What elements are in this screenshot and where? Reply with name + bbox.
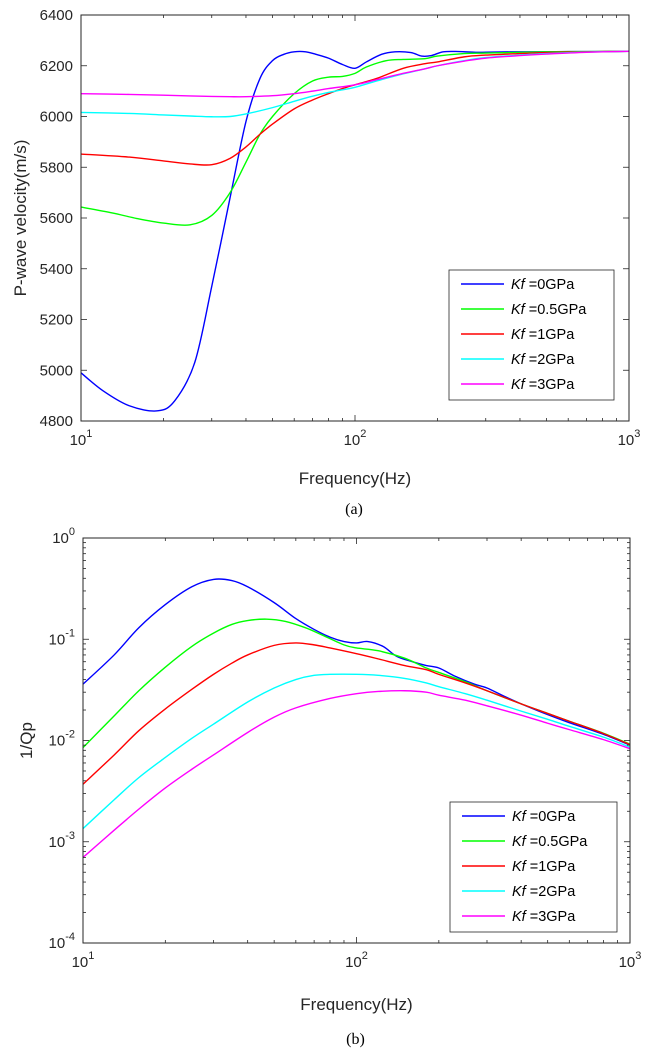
x-tick-base: 10 [72,954,89,971]
panel-caption: (a) [345,501,363,518]
y-tick-label: 100 [52,526,75,547]
y-axis-label: 1/Qp [17,722,36,759]
legend-entry-symbol: Kf [511,327,527,343]
legend-box [449,801,618,933]
y-tick-label: 5600 [40,210,73,227]
legend-entry-1: Kf =0.5GPa [512,834,588,850]
legend-entry-symbol: Kf [512,884,528,900]
y-tick-base: 10 [49,935,66,952]
x-tick-label: 103 [618,428,641,449]
x-tick-base: 10 [345,954,362,971]
x-tick-base: 10 [70,432,87,449]
legend-entry-symbol: Kf [512,809,528,825]
y-tick-label: 6200 [40,58,73,75]
legend-entry-3: Kf =2GPa [512,884,576,900]
y-tick-base: 10 [49,834,66,851]
panel-a-velocity-chart: 101 102 1034800500052005400560058006000620… [11,7,640,518]
series-lines [81,50,629,412]
y-tick-label: 5000 [40,362,73,379]
legend-entry-2: Kf =1GPa [512,859,576,875]
legend-entry-symbol: Kf [512,909,528,925]
legend-entry-value: =0GPa [526,809,577,825]
series-line-4 [81,50,629,98]
panel-b-attenuation-chart: 101 102 10310-410-310-210-1100Frequency(Hz… [17,526,641,1048]
x-tick-base: 10 [344,432,361,449]
y-tick-label: 10-3 [49,830,75,851]
y-tick-label: 4800 [40,413,73,430]
y-tick-label: 10-4 [49,931,75,952]
x-axis-label: Frequency(Hz) [299,469,411,488]
x-axis-label: Frequency(Hz) [300,995,412,1014]
y-tick-exponent: 0 [69,526,75,538]
legend-entry-value: =1GPa [525,327,576,343]
x-tick-label: 101 [72,950,95,971]
series-line-2 [83,642,630,785]
x-tick-label: 102 [345,950,368,971]
x-tick-label: 101 [70,428,93,449]
x-tick-label: 103 [619,950,642,971]
legend-entry-value: =1GPa [526,859,577,875]
legend-entry-symbol: Kf [512,859,528,875]
legend-entry-symbol: Kf [511,302,527,318]
legend-box [448,269,615,401]
series-lines [83,578,630,858]
series-line-4 [83,690,630,858]
legend-entry-symbol: Kf [512,834,528,850]
x-tick-exponent: 1 [88,950,94,962]
x-tick-base: 10 [618,432,635,449]
y-tick-exponent: -3 [65,830,75,842]
x-tick-exponent: 1 [86,428,92,440]
y-tick-exponent: -1 [65,627,75,639]
legend-entry-symbol: Kf [511,277,527,293]
x-tick-base: 10 [619,954,636,971]
legend-entry-0: Kf =0GPa [511,277,575,293]
y-tick-exponent: -4 [65,931,75,943]
y-tick-label: 5200 [40,312,73,329]
legend-entry-value: =0.5GPa [525,302,588,318]
x-tick-exponent: 2 [360,428,366,440]
legend-entry-1: Kf =0.5GPa [511,302,587,318]
legend-entry-value: =2GPa [526,884,577,900]
legend-entry-value: =0.5GPa [526,834,589,850]
x-tick-exponent: 3 [634,428,640,440]
x-tick-label: 102 [344,428,367,449]
y-tick-label: 6000 [40,109,73,126]
series-line-1 [81,50,629,226]
legend-entry-value: =3GPa [526,909,577,925]
panel-caption: (b) [346,1031,365,1048]
y-tick-label: 5800 [40,159,73,176]
y-tick-base: 10 [52,530,69,547]
y-tick-label: 6400 [40,7,73,24]
legend-entry-symbol: Kf [511,352,527,368]
legend-entry-symbol: Kf [511,377,527,393]
legend-entry-4: Kf =3GPa [512,909,576,925]
y-tick-label: 5400 [40,261,73,278]
y-tick-base: 10 [49,631,66,648]
series-line-3 [83,673,630,830]
y-tick-base: 10 [49,733,66,750]
y-tick-label: 10-1 [49,627,75,648]
x-tick-exponent: 2 [362,950,368,962]
legend-entry-4: Kf =3GPa [511,377,575,393]
legend-entry-3: Kf =2GPa [511,352,575,368]
legend-entry-value: =0GPa [525,277,576,293]
y-tick-exponent: -2 [65,729,75,741]
x-tick-exponent: 3 [635,950,641,962]
y-tick-label: 10-2 [49,729,75,750]
legend-entry-value: =3GPa [525,377,576,393]
legend-entry-value: =2GPa [525,352,576,368]
legend-entry-0: Kf =0GPa [512,809,576,825]
y-axis-label: P-wave velocity(m/s) [11,140,30,297]
legend-entry-2: Kf =1GPa [511,327,575,343]
series-line-0 [81,50,629,412]
